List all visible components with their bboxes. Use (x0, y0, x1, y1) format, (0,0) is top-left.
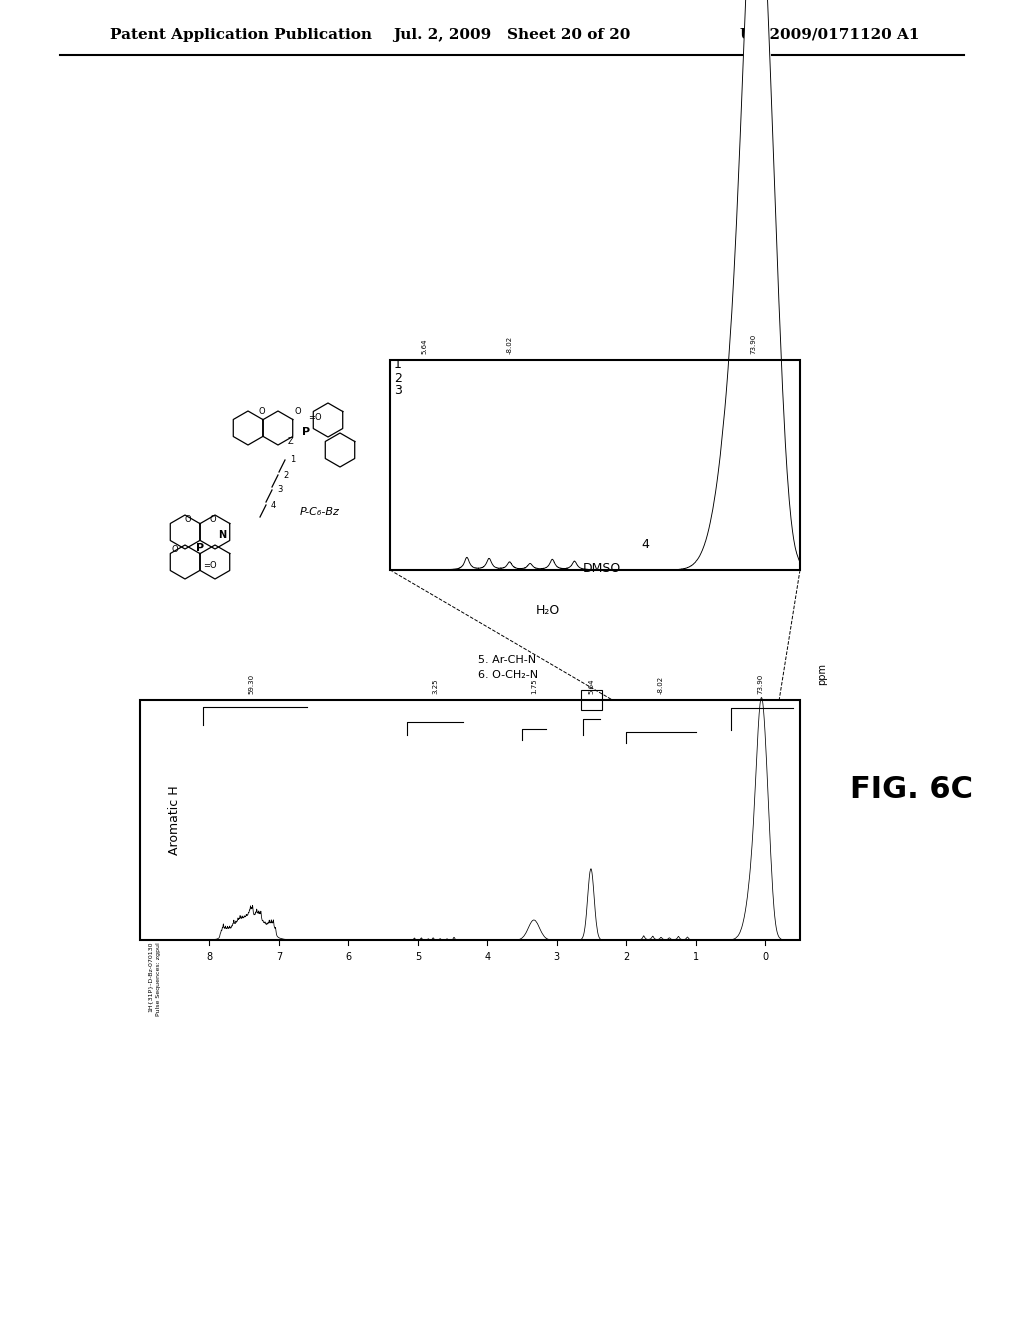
Text: 1H{31P}-D-Bz-070130: 1H{31P}-D-Bz-070130 (148, 942, 153, 1012)
Text: 5.64: 5.64 (421, 338, 427, 354)
Text: Jul. 2, 2009   Sheet 20 of 20: Jul. 2, 2009 Sheet 20 of 20 (393, 28, 631, 42)
Text: Patent Application Publication: Patent Application Publication (110, 28, 372, 42)
Text: ppm: ppm (817, 663, 827, 685)
Text: 1.75: 1.75 (530, 678, 537, 694)
Text: P: P (196, 543, 204, 553)
Text: 6. O-CH₂-N: 6. O-CH₂-N (478, 671, 539, 680)
Text: O: O (259, 408, 265, 417)
Text: 2: 2 (394, 371, 402, 384)
Text: Z: Z (287, 437, 293, 446)
Text: 5.64: 5.64 (589, 678, 595, 694)
Text: 1: 1 (290, 455, 295, 465)
Text: 1: 1 (394, 359, 402, 371)
Text: O: O (295, 408, 301, 417)
Bar (582, 690, 602, 710)
Bar (140, 700, 800, 940)
Text: H₂O: H₂O (536, 603, 560, 616)
Text: Pulse Sequences: zgpul: Pulse Sequences: zgpul (156, 942, 161, 1016)
Text: 3: 3 (394, 384, 402, 397)
Text: 4: 4 (271, 500, 276, 510)
Text: 2: 2 (283, 470, 288, 479)
Text: O: O (172, 545, 178, 554)
Text: 59.30: 59.30 (248, 675, 254, 694)
Text: P-C₆-Bz: P-C₆-Bz (300, 507, 340, 517)
Text: 5: 5 (415, 952, 421, 962)
Text: FIG. 6C: FIG. 6C (850, 776, 973, 804)
Text: -8.02: -8.02 (658, 676, 664, 694)
Text: 7: 7 (275, 952, 282, 962)
Text: 6: 6 (345, 952, 351, 962)
Text: 3: 3 (554, 952, 560, 962)
Text: =O: =O (203, 561, 217, 569)
Text: 8: 8 (207, 952, 213, 962)
Text: P: P (302, 426, 310, 437)
Text: O: O (210, 516, 216, 524)
Text: 3: 3 (278, 486, 283, 495)
Bar (390, 360, 800, 570)
Text: 0: 0 (762, 952, 768, 962)
Text: =O: =O (308, 412, 322, 421)
Text: N: N (218, 531, 226, 540)
Text: O: O (184, 516, 191, 524)
Text: -8.02: -8.02 (507, 335, 513, 354)
Text: 4: 4 (641, 539, 649, 552)
Text: 1: 1 (692, 952, 698, 962)
Text: 4: 4 (484, 952, 490, 962)
Text: US 2009/0171120 A1: US 2009/0171120 A1 (740, 28, 920, 42)
Bar (140, 700, 800, 940)
Text: 5. Ar-CH-N: 5. Ar-CH-N (478, 655, 537, 665)
Bar (390, 360, 800, 570)
Text: 73.90: 73.90 (758, 673, 764, 694)
Text: 2: 2 (624, 952, 630, 962)
Text: 73.90: 73.90 (751, 334, 757, 354)
Text: DMSO: DMSO (583, 561, 622, 574)
Text: Aromatic H: Aromatic H (168, 785, 181, 855)
Text: 3.25: 3.25 (432, 678, 438, 694)
